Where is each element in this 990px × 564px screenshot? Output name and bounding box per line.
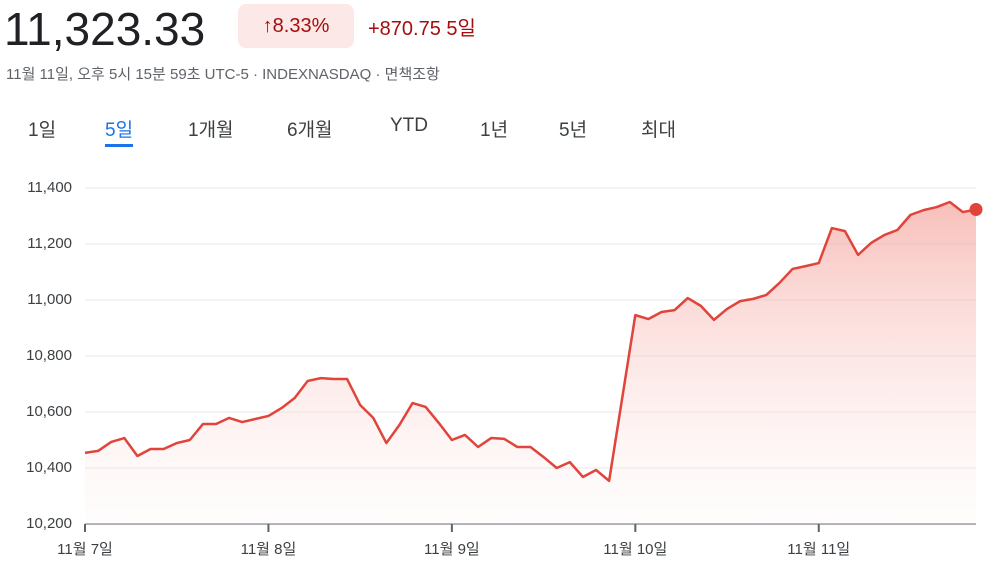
y-tick-label: 10,200 (26, 515, 72, 532)
line (84, 200, 977, 483)
x-tick-label: 11월 8일 (241, 541, 297, 558)
y-tick-label: 11,200 (27, 235, 72, 252)
x-tick-label: 11월 7일 (57, 541, 113, 558)
y-tick-label: 10,800 (26, 347, 72, 364)
subtitle: 11월 11일, 오후 5시 15분 59초 UTC-5 · INDEXNASD… (6, 66, 440, 83)
y-tick-label: 11,400 (27, 179, 72, 196)
tab[interactable]: 1개월 (188, 120, 234, 141)
x-tick-label: 11월 10일 (603, 541, 667, 558)
tab[interactable]: 5년 (559, 120, 588, 141)
tab[interactable]: 1일 (28, 120, 57, 141)
x-tick-label: 11월 9일 (424, 541, 480, 558)
change: +870.75 5일 (368, 12, 476, 41)
tab[interactable]: 최대 (641, 120, 676, 141)
tab[interactable]: YTD (390, 115, 428, 136)
price: 11,323.33 (4, 3, 206, 55)
x-tick-label: 11월 11일 (787, 541, 850, 558)
last-point (969, 202, 983, 216)
tab[interactable]: 5일 (105, 115, 134, 147)
change-value: +870.75 (368, 18, 441, 40)
period: 5일 (446, 18, 476, 40)
y-tick-label: 10,400 (26, 459, 72, 476)
tab[interactable]: 6개월 (287, 120, 333, 141)
tab[interactable]: 1년 (480, 120, 509, 141)
y-tick-label: 10,600 (26, 403, 72, 420)
change-percent-badge: ↑8.33% (238, 4, 354, 48)
area (85, 202, 976, 524)
change-percent: 8.33% (272, 15, 330, 37)
y-tick-label: 11,000 (27, 291, 72, 308)
